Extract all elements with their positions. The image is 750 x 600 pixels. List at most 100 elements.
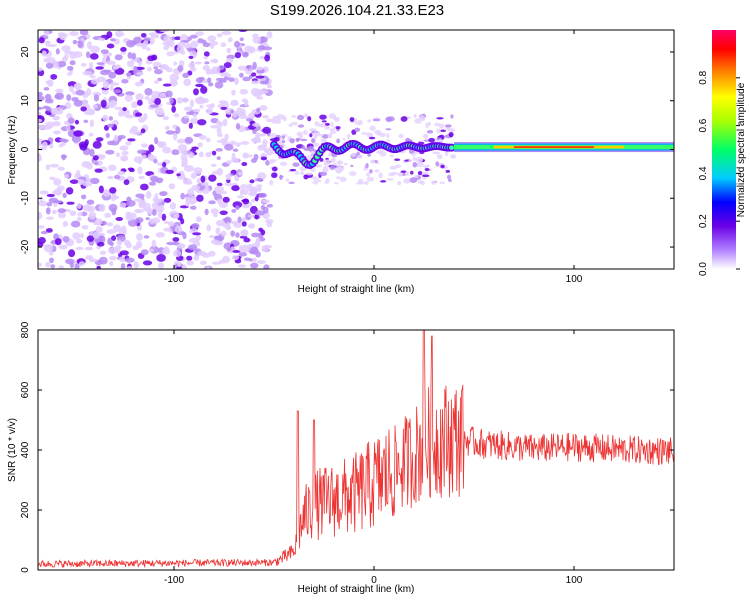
spectrogram-cell [183,165,194,172]
spectrogram-cell [85,255,92,260]
spectrogram-cell [258,133,266,137]
spectrogram-cell [160,64,169,69]
spectrogram-x-label: Height of straight line (km) [298,284,415,295]
spectrogram-cell [157,77,162,82]
spectrogram-cell [39,190,49,195]
spectrogram-cell [255,210,265,216]
spectrogram-cell [74,119,80,125]
spectrogram-cell [65,113,73,119]
spectrogram-cell [260,156,267,161]
spectrogram-cell [106,222,114,227]
spectrogram-cell [38,91,43,97]
spectrogram-cell [235,122,241,130]
spectrogram-cell [124,257,135,263]
spectrogram-cell [176,45,184,54]
spectrogram-cell [354,127,361,132]
spectrogram-cell [262,114,270,119]
spectrogram-cell [159,191,168,197]
spectrogram-cell [100,49,109,54]
spectrogram-cell [55,88,64,93]
snr-x-label: Height of straight line (km) [298,584,415,595]
spectrogram-cell [92,155,99,161]
spectrogram-cell [148,98,153,106]
colorbar: 0.0 0.2 0.4 0.6 0.8 Normalized spectral ampl… [698,30,747,276]
spectrogram-cell [77,40,84,48]
spectrogram-cell [266,31,273,39]
spectrogram-cell [155,232,166,238]
spectrogram-cell [55,48,60,55]
spectrogram-cell [154,137,159,145]
spectrogram-cell [199,104,204,109]
spectrogram-cell [43,244,53,248]
spectrogram-cell [366,172,371,177]
spectrogram-cell [40,230,48,235]
spectrogram-cell [208,250,216,257]
spectrogram-cell [75,238,83,244]
spectrogram-cell [38,106,44,111]
spectrogram-cell [292,162,300,167]
spectrogram-cell [108,71,117,79]
spectrogram-cell [412,156,416,161]
spectrogram-cell [311,137,316,143]
spectrogram-cell [321,134,329,139]
spectrogram-cell [110,38,116,42]
spectrogram-cell [110,100,118,107]
spectrogram-cell [76,169,81,176]
spectrogram-cell [269,179,274,186]
spectrogram-cell [369,169,373,174]
spectrogram-cell [423,139,430,142]
spectrogram-cell [131,52,136,60]
spectrogram-cell [62,220,69,227]
spectrogram-cell [444,150,449,156]
spectrogram-cell [88,132,94,137]
spectrogram-cell [136,149,147,154]
spectrogram-cell [237,264,247,268]
spectrogram-cell [99,250,107,255]
spectrogram-cell [132,36,142,45]
spectrogram-cell [155,177,164,184]
spectrogram-cell [153,158,158,164]
spectrogram-cell [322,169,326,172]
spectrogram-cell [426,164,430,168]
spectrogram-cell [147,55,156,62]
spectrogram-cell [164,125,170,131]
spectrogram-cell [367,153,371,157]
spectrogram-cell [349,117,355,122]
spectrogram-cell [193,254,200,262]
spectrogram-cell [226,247,232,252]
spectrogram-cell [247,214,257,218]
spectrogram-cell [269,133,277,139]
spectrogram-cell [262,126,272,134]
spectrogram-cell [376,130,380,136]
spectrogram-cell [65,187,74,195]
spectrogram-cell [38,262,42,268]
spectrogram-cell [386,139,391,142]
spectrogram-cell [102,81,110,89]
spectrogram-cell [333,182,339,185]
spectrogram-cell [413,113,417,119]
spectrogram-cell [220,106,228,111]
spectrogram-cell [336,128,340,132]
spectrogram-cell [191,146,199,150]
spectrogram-cell [46,202,53,207]
spectrogram-cell [106,31,113,39]
colorbar-tick-label: 0.2 [698,214,709,228]
spectrogram-cell [226,222,231,229]
colorbar-tick-label: 0.8 [698,70,709,84]
spectrogram-cell [157,262,165,269]
spectrogram-cell [100,99,107,108]
spectrogram-cell [172,237,180,242]
spectrogram-cell [398,133,404,139]
spectrogram-cell [141,154,147,159]
spectrogram-cell [259,80,269,85]
spectrogram-cell [132,130,141,136]
spectrogram-cell [188,152,195,159]
spectrogram-cell [240,141,250,145]
spectrogram-cell [125,91,135,96]
spectrogram-cell [239,187,244,196]
spectrogram-cell [208,82,214,87]
spectrogram-cell [440,129,447,133]
spectrogram-cell [68,249,76,258]
